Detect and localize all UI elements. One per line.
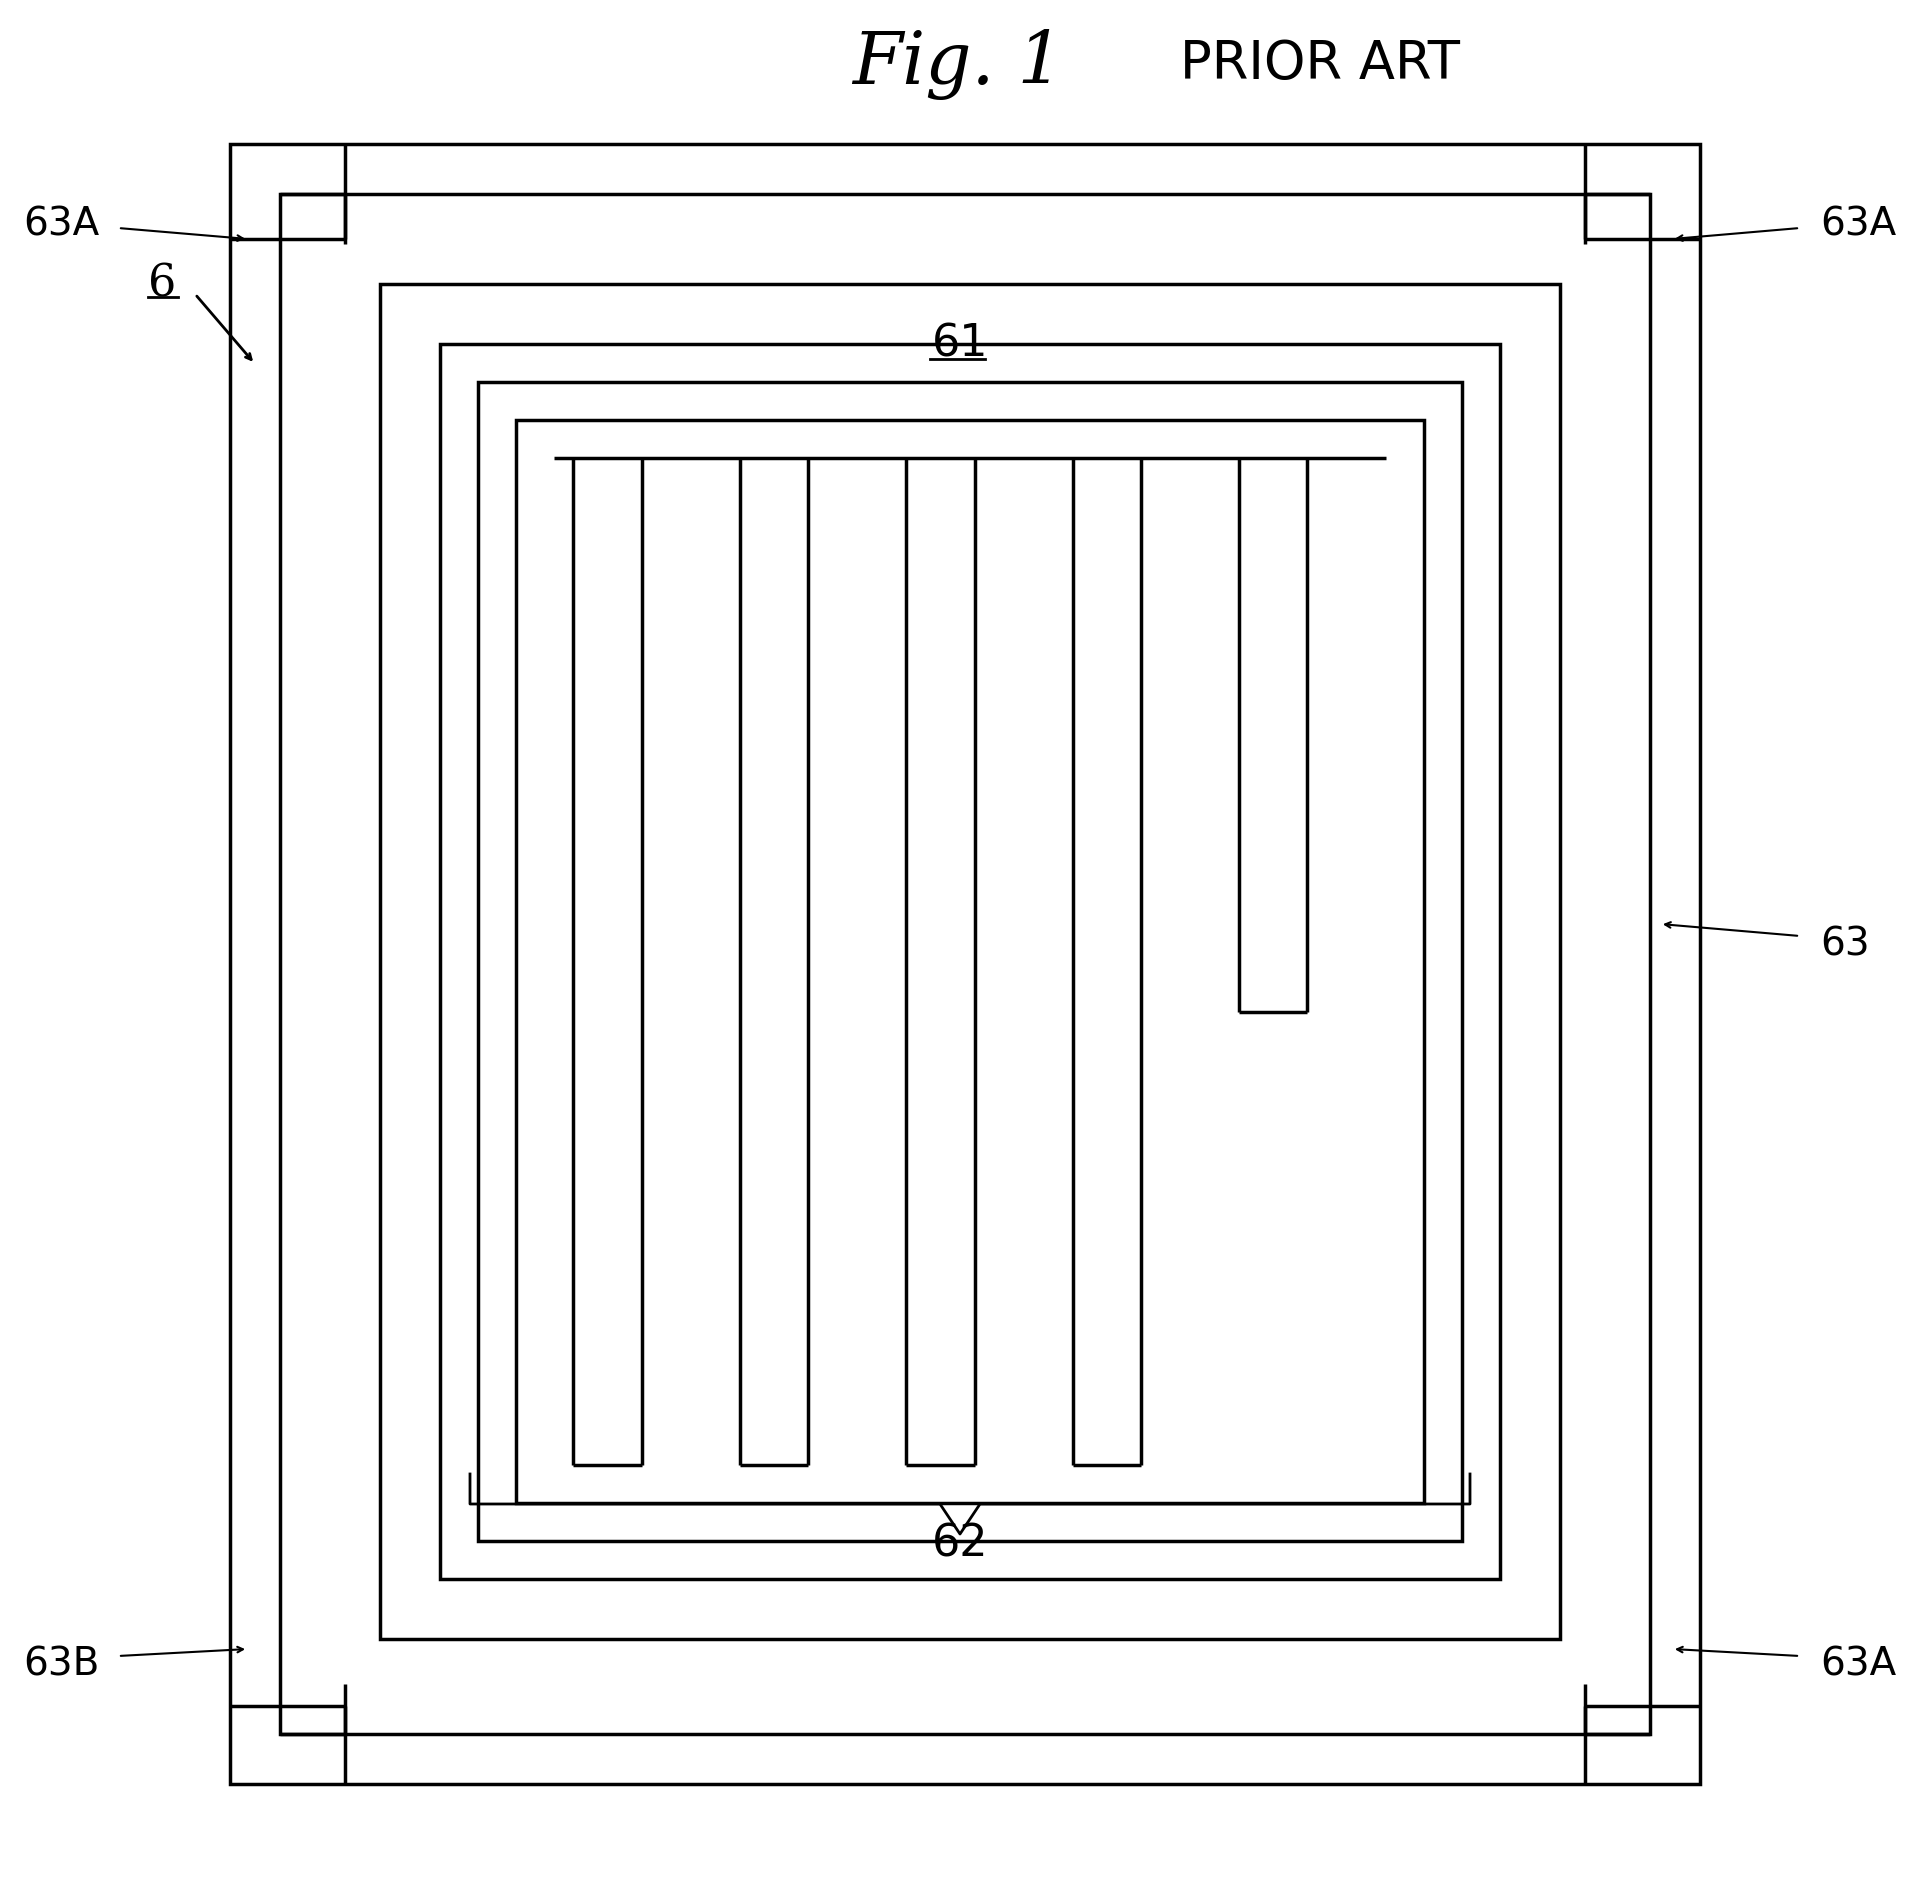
Text: 63: 63 (1820, 925, 1870, 963)
Text: PRIOR ART: PRIOR ART (1180, 38, 1460, 89)
Bar (280, 194, 1650, 1735)
Text: 63A: 63A (1820, 206, 1897, 244)
Text: 63A: 63A (23, 206, 100, 244)
Text: 6: 6 (148, 263, 176, 305)
Text: 63A: 63A (1820, 1645, 1897, 1683)
Bar (515, 421, 1424, 1502)
Bar (477, 383, 1462, 1540)
Bar (441, 345, 1500, 1578)
Bar (379, 284, 1560, 1639)
Text: 62: 62 (931, 1523, 989, 1565)
Text: Fig. 1: Fig. 1 (853, 29, 1063, 99)
Bar (230, 145, 1699, 1784)
Text: 63B: 63B (23, 1645, 100, 1683)
Text: 61: 61 (931, 322, 989, 366)
